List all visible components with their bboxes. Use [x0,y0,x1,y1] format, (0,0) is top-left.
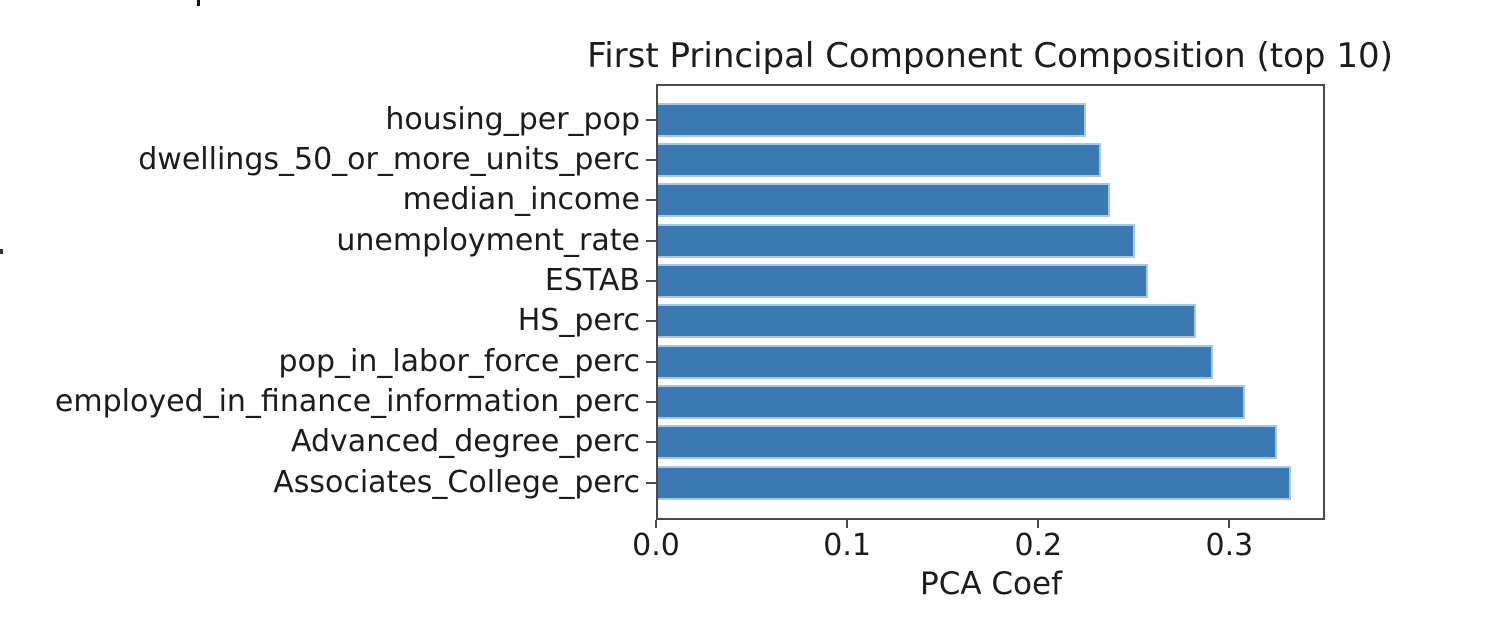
y-tick-3 [646,239,656,242]
y-tick-8 [646,441,656,444]
bar-dwellings_50_or_more_units_perc [658,142,1101,177]
chart-title: First Principal Component Composition (t… [587,36,1393,76]
y-tick-label-8: Advanced_degree_perc [291,424,640,460]
y-tick-label-3: unemployment_rate [336,222,640,258]
y-tick-label-7: employed_in_finance_information_perc [54,383,640,419]
bar-employed_in_finance_information_perc [658,384,1246,419]
plot-area [656,84,1325,520]
y-tick-5 [646,320,656,323]
y-tick-label-5: HS_perc [517,303,640,339]
bar-housing_per_pop [658,102,1086,137]
y-tick-4 [646,279,656,282]
y-tick-label-1: dwellings_50_or_more_units_perc [138,141,640,177]
x-tick-label-2: 0.2 [1014,528,1063,563]
bar-unemployment_rate [658,223,1135,258]
bar-Advanced_degree_perc [658,425,1278,460]
x-tick-label-1: 0.1 [823,528,871,563]
y-tick-label-9: Associates_College_perc [273,464,640,500]
bar-pop_in_labor_force_perc [658,344,1213,379]
x-tick-label-3: 0.3 [1205,528,1254,563]
x-tick-label-0: 0.0 [632,528,680,563]
bar-ESTAB [658,263,1149,298]
y-tick-1 [646,158,656,161]
x-tick-1 [846,520,849,528]
y-tick-label-2: median_income [402,182,640,218]
y-tick-label-4: ESTAB [544,262,640,298]
y-tick-7 [646,400,656,403]
crop-artifact-top [197,0,200,6]
crop-artifact-left [0,249,3,254]
y-tick-6 [646,360,656,363]
bar-median_income [658,183,1111,218]
y-tick-2 [646,199,656,202]
y-tick-0 [646,118,656,121]
x-tick-3 [1228,520,1231,528]
x-tick-2 [1037,520,1040,528]
y-tick-label-6: pop_in_labor_force_perc [278,343,640,379]
x-axis-title: PCA Coef [920,566,1062,602]
bar-Associates_College_perc [658,465,1291,500]
y-tick-label-0: housing_per_pop [385,101,640,137]
y-tick-9 [646,481,656,484]
bar-HS_perc [658,304,1196,339]
x-tick-0 [655,520,657,528]
